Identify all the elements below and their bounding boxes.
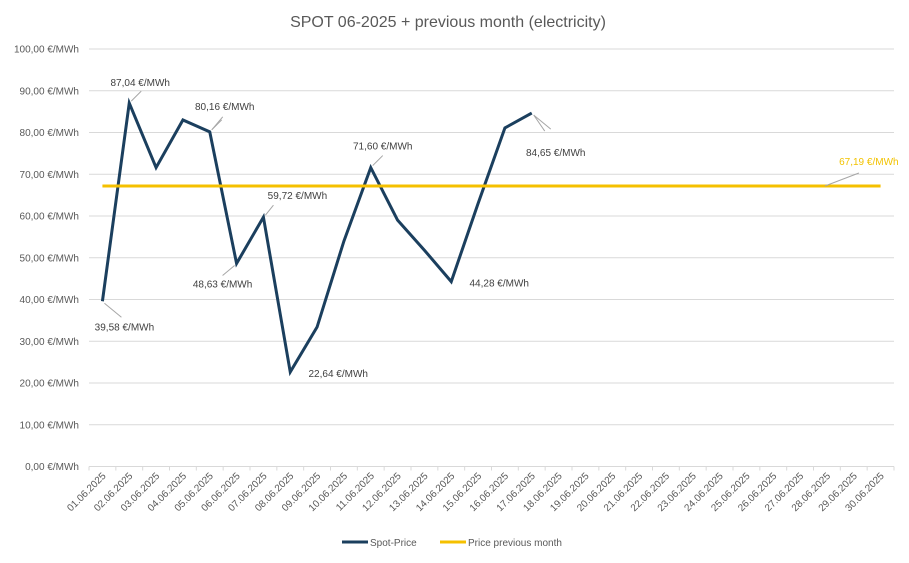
data-label: 84,65 €/MWh [526,148,585,159]
y-tick-label: 30,00 €/MWh [20,337,79,348]
leader-line [265,204,274,216]
legend-label-spot-price: Spot-Price [370,538,417,549]
y-tick-label: 100,00 €/MWh [14,45,79,56]
y-tick-label: 70,00 €/MWh [20,170,79,181]
leader-line [211,116,224,131]
leader-line [104,302,122,318]
y-tick-label: 40,00 €/MWh [20,295,79,306]
y-axis: 0,00 €/MWh 10,00 €/MWh 20,00 €/MWh 30,00 €/… [14,45,79,474]
data-label: 67,19 €/MWh [839,157,898,168]
y-tick-label: 80,00 €/MWh [20,128,79,139]
y-tick-label: 50,00 €/MWh [20,253,79,264]
legend-label-previous-month: Price previous month [468,538,562,549]
data-label: 71,60 €/MWh [353,142,412,153]
data-label: 48,63 €/MWh [193,279,252,290]
y-tick-label: 60,00 €/MWh [20,212,79,223]
leader-line [372,155,384,166]
y-tick-label: 0,00 €/MWh [25,462,79,473]
y-tick-label: 90,00 €/MWh [20,86,79,97]
data-label: 59,72 €/MWh [268,191,327,202]
data-label: 22,64 €/MWh [309,369,368,380]
series-line-spot-price [100,97,533,377]
series [100,97,881,377]
data-label: 44,28 €/MWh [470,279,529,290]
leader-line [533,114,552,130]
leader-line [533,114,546,132]
data-label: 80,16 €/MWh [195,102,254,113]
data-labels: 39,58 €/MWh 87,04 €/MWh 80,16 €/MWh 48,63 €… [95,78,899,380]
chart-title: SPOT 06-2025 + previous month (electrici… [290,14,606,31]
x-axis: 01.06.202502.06.202503.06.202504.06.2025… [65,466,895,514]
y-tick-label: 20,00 €/MWh [20,379,79,390]
data-label: 39,58 €/MWh [95,322,154,333]
leader-line [130,90,142,102]
leader-line [824,172,860,187]
leader-line [222,265,235,276]
data-label: 87,04 €/MWh [111,78,170,89]
gridlines [89,48,894,426]
y-tick-label: 10,00 €/MWh [20,420,79,431]
legend: Spot-Price Price previous month [342,538,562,549]
